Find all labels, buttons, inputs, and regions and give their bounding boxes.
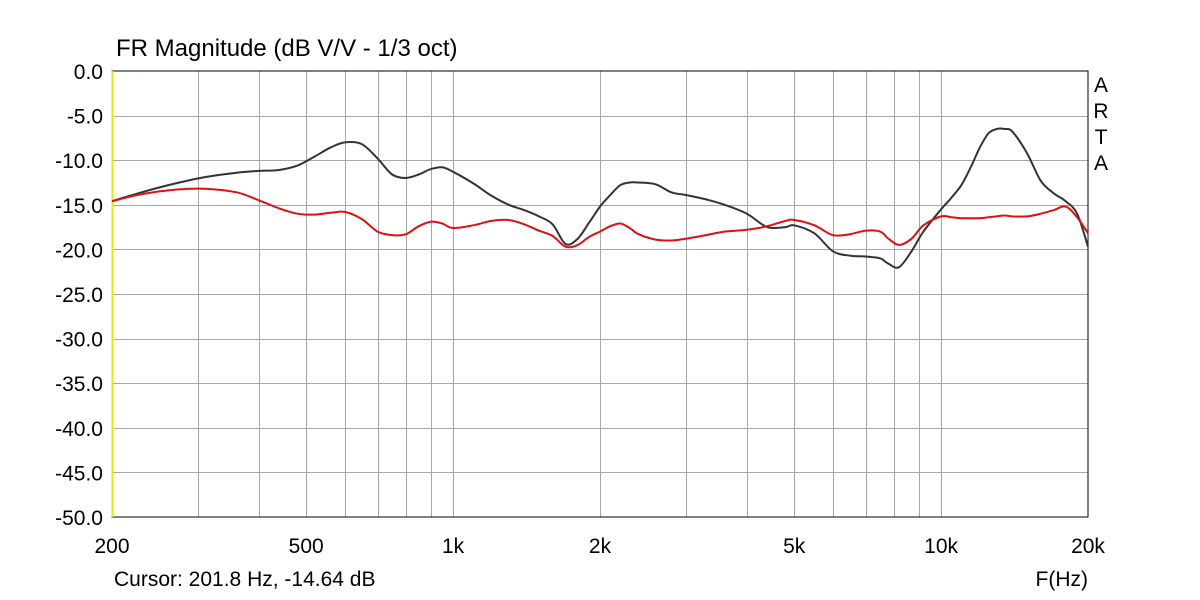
arta-brand: A R T A xyxy=(1093,74,1108,175)
y-tick-label: -35.0 xyxy=(55,373,103,396)
y-tick-label: -10.0 xyxy=(55,150,103,173)
series-line-2 xyxy=(111,187,1089,249)
x-tick-label: 5k xyxy=(783,535,806,558)
x-tick-label: 500 xyxy=(289,535,324,558)
y-tick-label: -45.0 xyxy=(55,462,103,485)
y-tick-label: -30.0 xyxy=(55,329,103,352)
x-tick-label: 2k xyxy=(589,535,612,558)
x-tick-label: 1k xyxy=(442,535,465,558)
y-tick-label: -20.0 xyxy=(55,239,103,262)
x-tick-label: 200 xyxy=(94,535,129,558)
brand-letter-3: T xyxy=(1095,126,1108,149)
x-tick-labels: 200 500 1k 2k 5k 10k 20k xyxy=(94,535,1105,558)
x-tick-label: 20k xyxy=(1071,535,1105,558)
y-tick-label: 0.0 xyxy=(74,61,103,84)
cursor-readout: Cursor: 201.8 Hz, -14.64 dB xyxy=(114,568,375,591)
brand-letter-1: A xyxy=(1094,74,1108,97)
y-tick-label: -50.0 xyxy=(55,507,103,530)
x-tick-label: 10k xyxy=(924,535,958,558)
brand-letter-2: R xyxy=(1093,100,1108,123)
y-tick-label: -40.0 xyxy=(55,418,103,441)
y-tick-label: -5.0 xyxy=(67,106,103,129)
series-layer xyxy=(111,127,1089,269)
y-tick-label: -25.0 xyxy=(55,284,103,307)
x-axis-label: F(Hz) xyxy=(1036,568,1088,591)
grid-lines xyxy=(112,71,1088,517)
series-line-1 xyxy=(111,127,1089,269)
brand-letter-4: A xyxy=(1094,152,1108,175)
y-tick-labels: 0.0 -5.0 -10.0 -15.0 -20.0 -25.0 -30.0 -35.0 -40… xyxy=(55,61,103,530)
y-tick-label: -15.0 xyxy=(55,195,103,218)
chart-title: FR Magnitude (dB V/V - 1/3 oct) xyxy=(116,35,457,62)
